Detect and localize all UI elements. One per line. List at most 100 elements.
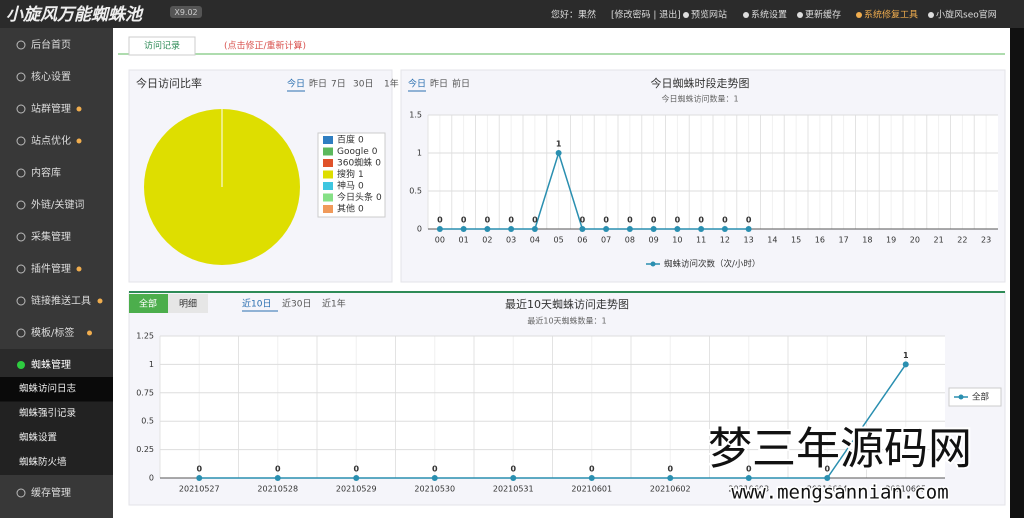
header-icon [856, 12, 862, 18]
point [510, 475, 517, 481]
menu-item[interactable]: 缓存管理 [31, 486, 71, 499]
legend-swatch [323, 182, 333, 190]
sub-tab[interactable] [168, 294, 208, 313]
data-label: 0 [532, 216, 538, 225]
series-line [439, 150, 749, 230]
x-tick-label: 06 [577, 236, 587, 245]
point [603, 226, 610, 232]
period-link[interactable]: 7日 [331, 79, 346, 90]
x-tick-label: 08 [625, 236, 635, 245]
header-link[interactable]: 小旋风seo官网 [936, 9, 997, 21]
point [274, 475, 281, 481]
menu-item[interactable]: 插件管理 [31, 262, 71, 275]
panel-title: 最近10天蜘蛛访问走势图 [505, 297, 629, 311]
data-label: 0 [437, 216, 443, 225]
y-tick-label: 1.25 [136, 332, 154, 341]
sub-tab-label[interactable]: 全部 [139, 298, 157, 310]
data-label: 0 [746, 465, 752, 474]
period-link[interactable]: 近1年 [322, 298, 346, 310]
pin-icon [76, 266, 82, 272]
period-link[interactable]: 今日 [287, 78, 305, 90]
data-label: 0 [275, 465, 281, 474]
submenu-item[interactable]: 蜘蛛设置 [19, 432, 57, 444]
menu-item[interactable]: 外链/关键词 [31, 198, 84, 211]
period-link[interactable]: 前日 [452, 78, 470, 90]
data-label: 0 [603, 216, 609, 225]
x-tick-label: 10 [672, 236, 682, 245]
y-tick-label: 0.25 [136, 445, 154, 454]
x-tick-label: 07 [601, 236, 611, 245]
period-link[interactable]: 1年 [384, 78, 399, 90]
submenu-item[interactable]: 蜘蛛访问日志 [19, 383, 76, 395]
menu-item[interactable]: 内容库 [31, 166, 61, 179]
period-link[interactable]: 近10日 [242, 298, 271, 310]
menu-item[interactable]: 站点优化 [31, 134, 71, 147]
point [745, 226, 752, 232]
legend-swatch [323, 159, 333, 167]
submenu-item[interactable]: 蜘蛛防火墙 [19, 456, 67, 468]
period-link[interactable]: 昨日 [430, 78, 448, 90]
menu-icon [16, 328, 26, 338]
point [824, 475, 831, 481]
header-link[interactable]: 系统设置 [751, 9, 787, 21]
data-label: 0 [667, 465, 673, 474]
menu-item[interactable]: 采集管理 [31, 230, 71, 243]
menu-icon [16, 296, 26, 306]
legend-swatch [323, 193, 333, 202]
data-label: 0 [651, 216, 657, 225]
submenu-bg [0, 450, 113, 475]
data-label: 0 [589, 465, 595, 474]
point [353, 475, 360, 481]
watermark-title: 梦三年源码网 [708, 424, 972, 475]
x-tick-label: 12 [720, 236, 730, 245]
data-label: 0 [485, 216, 491, 225]
x-tick-label: 11 [696, 236, 706, 245]
data-label: 0 [196, 465, 202, 474]
menu-item[interactable]: 后台首页 [31, 38, 71, 51]
point [698, 226, 705, 232]
account-links[interactable]: [修改密码 | 退出] [611, 9, 681, 21]
header-icon [797, 12, 803, 18]
x-tick-label: 20210530 [414, 485, 455, 494]
tab[interactable] [128, 36, 196, 56]
menu-icon [16, 104, 26, 114]
point [650, 226, 657, 232]
sub-tab-label[interactable]: 明细 [179, 298, 197, 310]
logo[interactable]: 小旋风万能蜘蛛池 [6, 5, 144, 25]
menu-item[interactable]: 模板/标签 [31, 326, 74, 339]
x-tick-label: 20210527 [179, 485, 220, 494]
data-label: 0 [746, 216, 752, 225]
menu-item[interactable]: 蜘蛛管理 [31, 358, 71, 371]
x-tick-label: 23 [981, 236, 991, 245]
x-tick-label: 13 [744, 236, 754, 245]
submenu-bg [0, 426, 113, 451]
menu-item[interactable]: 核心设置 [31, 70, 71, 83]
menu-item[interactable]: 链接推送工具 [31, 294, 91, 307]
pin-icon [87, 330, 92, 336]
version: X9.02 [174, 8, 197, 17]
header-link[interactable]: 预览网站 [691, 9, 727, 21]
period-link[interactable]: 近30日 [282, 298, 311, 310]
menu-icon [16, 200, 26, 210]
period-link[interactable]: 今日 [408, 78, 426, 90]
data-label: 0 [508, 216, 514, 225]
header-link[interactable]: 系统修复工具 [864, 9, 918, 21]
menu-item[interactable]: 站群管理 [31, 102, 71, 115]
x-tick-label: 20210529 [336, 485, 377, 494]
tab-label[interactable]: (点击修正/重新计算) [224, 40, 306, 52]
point [484, 226, 491, 232]
panel-subtitle: 最近10天蜘蛛数量：1 [527, 316, 606, 326]
tab-label[interactable]: 访问记录 [144, 40, 180, 52]
period-link[interactable]: 30日 [353, 79, 373, 90]
legend-label: Google [337, 147, 369, 157]
sub-tab-active[interactable] [129, 294, 168, 313]
period-link[interactable]: 昨日 [309, 78, 327, 90]
menu-icon [17, 361, 25, 369]
panel-title: 今日蜘蛛时段走势图 [651, 76, 750, 90]
point [436, 226, 443, 232]
x-tick-label: 20210603 [728, 485, 769, 494]
header-link[interactable]: 更新缓存 [805, 9, 841, 21]
submenu-item[interactable]: 蜘蛛强引记录 [19, 407, 77, 419]
menu-icon [16, 72, 26, 82]
